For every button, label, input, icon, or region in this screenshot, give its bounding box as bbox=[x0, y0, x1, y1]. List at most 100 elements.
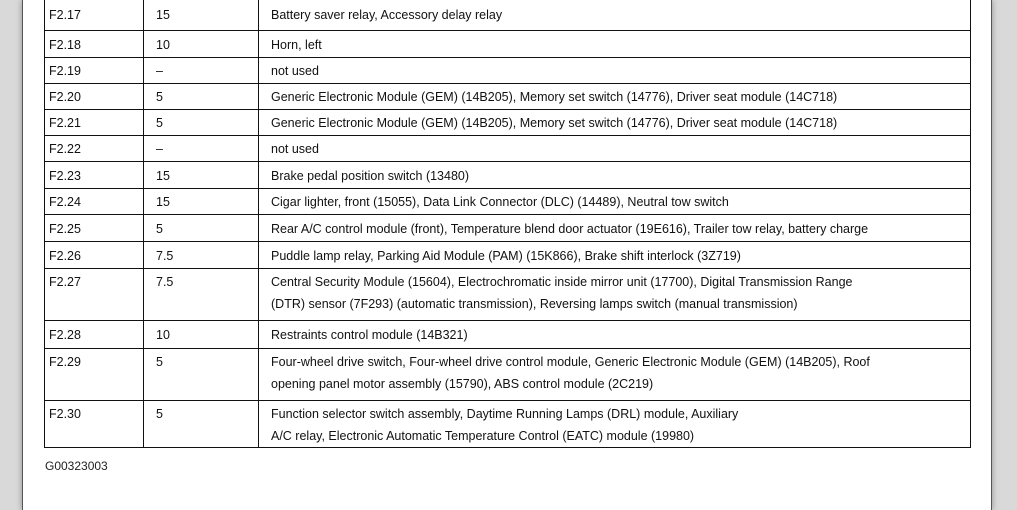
table-row: F2.22 – not used bbox=[44, 135, 971, 162]
circuits-cell: Brake pedal position switch (13480) bbox=[258, 161, 971, 189]
circuit-text: Horn, left bbox=[271, 37, 322, 52]
circuits-cell: Generic Electronic Module (GEM) (14B205)… bbox=[258, 109, 971, 136]
circuit-text: not used bbox=[271, 142, 319, 156]
fuse-cell: F2.18 bbox=[44, 30, 144, 58]
circuits-cell: Rear A/C control module (front), Tempera… bbox=[258, 214, 971, 242]
fuse-number: F2.27 bbox=[49, 275, 81, 289]
table-row: F2.29 5 Four-wheel drive switch, Four-whee… bbox=[44, 348, 971, 401]
circuit-text: Brake pedal position switch (13480) bbox=[271, 168, 470, 183]
circuits-cell: Four-wheel drive switch, Four-wheel driv… bbox=[258, 348, 971, 401]
circuits-cell: Cigar lighter, front (15055), Data Link … bbox=[258, 188, 971, 215]
table-row: F2.18 10 Horn, left bbox=[44, 30, 971, 58]
fuse-cell: F2.26 bbox=[44, 241, 144, 269]
fuse-number: F2.17 bbox=[49, 8, 81, 22]
amps-cell: 10 bbox=[143, 320, 259, 349]
fuse-cell: F2.17 bbox=[44, 0, 144, 31]
table-row: F2.25 5 Rear A/C control module (front), T… bbox=[44, 214, 971, 242]
fuse-rating: 5 bbox=[156, 407, 163, 421]
amps-cell: 5 bbox=[143, 400, 259, 448]
fuse-number: F2.28 bbox=[49, 328, 81, 342]
fuse-number: F2.23 bbox=[49, 168, 81, 183]
fuse-number: F2.22 bbox=[49, 142, 81, 156]
circuits-cell: Function selector switch assembly, Dayti… bbox=[258, 400, 971, 448]
table-row: F2.19 – not used bbox=[44, 57, 971, 84]
circuit-text: Central Security Module (15604), Electro… bbox=[271, 275, 853, 289]
circuits-cell: Restraints control module (14B321) bbox=[258, 320, 971, 349]
fuse-cell: F2.27 bbox=[44, 268, 144, 321]
circuits-cell: not used bbox=[258, 135, 971, 162]
circuits-cell: not used bbox=[258, 57, 971, 84]
fuse-cell: F2.19 bbox=[44, 57, 144, 84]
circuit-text: Generic Electronic Module (GEM) (14B205)… bbox=[271, 116, 838, 130]
figure-id: G00323003 bbox=[45, 459, 108, 473]
amps-cell: 5 bbox=[143, 214, 259, 242]
fuse-table: F2.17 15 Battery saver relay, Accessory de… bbox=[44, 0, 971, 448]
fuse-number: F2.19 bbox=[49, 64, 81, 78]
fuse-cell: F2.21 bbox=[44, 109, 144, 136]
fuse-number: F2.29 bbox=[49, 355, 81, 369]
fuse-number: F2.26 bbox=[49, 248, 81, 263]
fuse-rating: – bbox=[156, 64, 163, 78]
table-row: F2.23 15 Brake pedal position switch (1348… bbox=[44, 161, 971, 189]
fuse-rating: 10 bbox=[156, 37, 170, 52]
circuit-text: Rear A/C control module (front), Tempera… bbox=[271, 221, 869, 236]
fuse-rating: 5 bbox=[156, 116, 163, 130]
amps-cell: 15 bbox=[143, 0, 259, 31]
circuit-text: opening panel motor assembly (15790), AB… bbox=[271, 377, 654, 391]
fuse-cell: F2.28 bbox=[44, 320, 144, 349]
fuse-rating: 15 bbox=[156, 195, 170, 209]
table-row: F2.21 5 Generic Electronic Module (GEM) (1… bbox=[44, 109, 971, 136]
amps-cell: – bbox=[143, 57, 259, 84]
fuse-rating: 7.5 bbox=[156, 275, 174, 289]
fuse-rating: 5 bbox=[156, 90, 163, 104]
document-page: F2.17 15 Battery saver relay, Accessory de… bbox=[22, 0, 992, 510]
circuit-text: not used bbox=[271, 64, 319, 78]
circuits-cell: Puddle lamp relay, Parking Aid Module (P… bbox=[258, 241, 971, 269]
fuse-number: F2.25 bbox=[49, 221, 81, 236]
fuse-rating: 5 bbox=[156, 221, 163, 236]
circuit-text: A/C relay, Electronic Automatic Temperat… bbox=[271, 429, 695, 443]
amps-cell: 5 bbox=[143, 83, 259, 110]
fuse-number: F2.21 bbox=[49, 116, 81, 130]
amps-cell: 5 bbox=[143, 109, 259, 136]
fuse-cell: F2.29 bbox=[44, 348, 144, 401]
amps-cell: 15 bbox=[143, 188, 259, 215]
circuits-cell: Battery saver relay, Accessory delay rel… bbox=[258, 0, 971, 31]
fuse-cell: F2.23 bbox=[44, 161, 144, 189]
fuse-number: F2.24 bbox=[49, 195, 81, 209]
circuit-text: Puddle lamp relay, Parking Aid Module (P… bbox=[271, 248, 741, 263]
fuse-cell: F2.20 bbox=[44, 83, 144, 110]
fuse-rating: 10 bbox=[156, 328, 170, 342]
circuit-text: Restraints control module (14B321) bbox=[271, 328, 468, 342]
fuse-rating: 15 bbox=[156, 168, 170, 183]
fuse-cell: F2.25 bbox=[44, 214, 144, 242]
circuits-cell: Central Security Module (15604), Electro… bbox=[258, 268, 971, 321]
amps-cell: 7.5 bbox=[143, 268, 259, 321]
circuit-text: Function selector switch assembly, Dayti… bbox=[271, 407, 739, 421]
circuit-text: Battery saver relay, Accessory delay rel… bbox=[271, 8, 503, 22]
table-row: F2.28 10 Restraints control module (14B321… bbox=[44, 320, 971, 349]
fuse-number: F2.20 bbox=[49, 90, 81, 104]
fuse-cell: F2.22 bbox=[44, 135, 144, 162]
circuits-cell: Generic Electronic Module (GEM) (14B205)… bbox=[258, 83, 971, 110]
fuse-rating: 15 bbox=[156, 8, 170, 22]
fuse-rating: 5 bbox=[156, 355, 163, 369]
fuse-rating: – bbox=[156, 142, 163, 156]
table-row: F2.20 5 Generic Electronic Module (GEM) (1… bbox=[44, 83, 971, 110]
table-row: F2.26 7.5 Puddle lamp relay, Parking Aid M… bbox=[44, 241, 971, 269]
fuse-number: F2.30 bbox=[49, 407, 81, 421]
fuse-rating: 7.5 bbox=[156, 248, 174, 263]
circuit-text: Four-wheel drive switch, Four-wheel driv… bbox=[271, 355, 870, 369]
amps-cell: 5 bbox=[143, 348, 259, 401]
circuit-text: Cigar lighter, front (15055), Data Link … bbox=[271, 195, 729, 209]
table-row: F2.27 7.5 Central Security Module (15604),… bbox=[44, 268, 971, 321]
fuse-cell: F2.30 bbox=[44, 400, 144, 448]
table-row: F2.17 15 Battery saver relay, Accessory de… bbox=[44, 0, 971, 31]
table-row: F2.24 15 Cigar lighter, front (15055), Dat… bbox=[44, 188, 971, 215]
circuits-cell: Horn, left bbox=[258, 30, 971, 58]
table-row: F2.30 5 Function selector switch assembly,… bbox=[44, 400, 971, 448]
amps-cell: 10 bbox=[143, 30, 259, 58]
amps-cell: 7.5 bbox=[143, 241, 259, 269]
circuit-text: Generic Electronic Module (GEM) (14B205)… bbox=[271, 90, 838, 104]
fuse-cell: F2.24 bbox=[44, 188, 144, 215]
